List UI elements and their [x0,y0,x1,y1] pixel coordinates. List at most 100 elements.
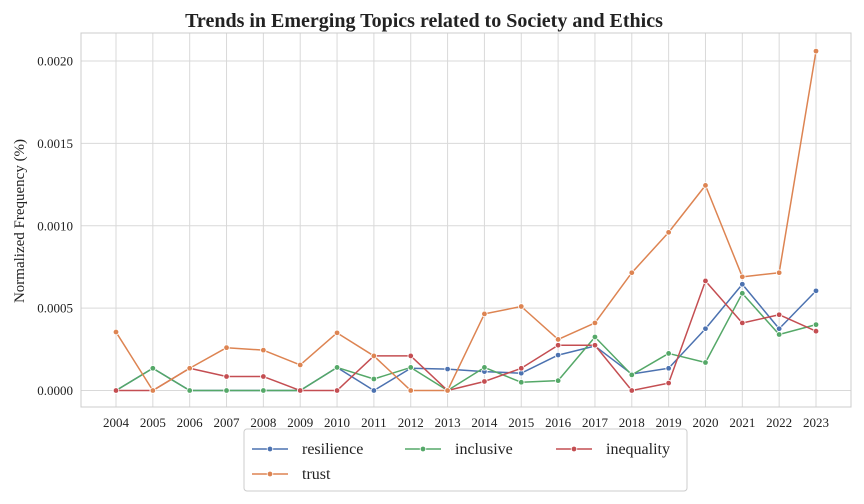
data-point-inclusive [739,290,746,297]
data-point-resilience [812,287,820,295]
data-point-inequality [333,387,341,394]
data-point-trust [739,273,746,281]
data-point-inclusive [370,375,378,383]
x-tick-label: 2009 [287,415,313,430]
data-point-trust [812,47,820,55]
data-point-inclusive [481,364,488,371]
data-point-inclusive [591,333,599,341]
x-tick-label: 2017 [582,415,609,430]
data-point-resilience [370,387,378,394]
data-point-inequality [739,319,746,327]
y-tick-label: 0.0015 [37,136,73,151]
x-tick-label: 2004 [103,415,130,430]
plot-frame [80,32,852,408]
legend-marker-resilience [266,445,274,453]
x-tick-label: 2014 [471,415,498,430]
x-tick-label: 2018 [619,415,645,430]
data-point-trust [444,387,451,394]
y-tick-label: 0.0005 [37,301,73,316]
legend-label-resilience: resilience [302,441,363,458]
x-tick-label: 2008 [250,415,276,430]
data-point-inclusive [628,371,635,379]
gridlines [81,33,851,407]
series-trust [112,47,820,394]
data-point-inclusive [260,387,267,394]
data-point-inequality [665,379,672,387]
data-point-inequality [702,277,709,285]
x-tick-label: 2019 [656,415,682,430]
data-point-resilience [554,351,562,359]
data-point-inclusive [554,377,562,384]
data-point-inclusive [333,364,341,371]
x-tick-label: 2013 [435,415,461,430]
data-point-trust [591,319,599,327]
data-point-inclusive [149,365,157,372]
data-point-inclusive [812,321,820,328]
x-tick-label: 2020 [692,415,718,430]
data-point-inequality [481,378,488,385]
chart-title: Trends in Emerging Topics related to Soc… [185,10,663,32]
data-point-inequality [812,328,820,335]
data-point-inequality [628,387,635,394]
data-point-inequality [775,311,783,318]
series-line-inclusive [115,292,817,392]
data-point-inequality [407,352,414,360]
x-tick-label: 2023 [803,415,829,430]
series-lines [112,47,820,394]
series-inclusive [112,290,820,394]
x-tick-label: 2016 [545,415,572,430]
x-tick-label: 2010 [324,415,350,430]
data-point-inequality [591,342,599,349]
data-point-trust [702,182,709,189]
legend-marker-inclusive [419,445,427,453]
y-axis-label: Normalized Frequency (%) [12,139,28,303]
data-point-trust [112,328,120,336]
data-point-inequality [518,365,525,372]
data-point-inclusive [407,364,414,371]
data-point-inclusive [518,379,525,386]
legend: resilience inclusive inequality trust [243,428,688,492]
data-point-inequality [554,342,562,349]
y-tick-label: 0.0010 [37,218,73,233]
y-tick-label: 0.0020 [37,54,73,69]
legend-label-inequality: inequality [606,441,670,458]
data-point-trust [370,352,378,360]
data-point-inequality [112,387,120,394]
x-tick-label: 2015 [508,415,534,430]
data-point-resilience [702,325,709,332]
legend-label-trust: trust [302,466,331,483]
legend-marker-inequality [570,445,578,453]
data-point-trust [775,269,783,276]
legend-marker-trust [266,470,274,478]
data-point-resilience [739,281,746,288]
data-point-inequality [223,373,230,380]
data-point-inclusive [186,387,193,394]
data-point-trust [407,387,414,394]
data-point-trust [628,269,635,276]
data-point-trust [518,303,525,310]
x-tick-label: 2005 [140,415,166,430]
y-tick-labels: 0.0000 0.0005 0.0010 0.0015 0.0020 [37,54,73,399]
data-point-inequality [260,373,267,380]
data-point-trust [149,387,157,394]
data-point-resilience [665,365,672,372]
x-tick-labels: 2004 2005 2006 2007 2008 2009 2010 2011 2012 2013… [103,415,829,430]
data-point-inclusive [223,387,230,394]
data-point-inclusive [665,350,672,357]
x-tick-label: 2012 [398,415,424,430]
y-tick-label: 0.0000 [37,383,73,398]
data-point-inclusive [775,331,783,338]
data-point-inequality [297,387,304,394]
legend-label-inclusive: inclusive [455,441,513,458]
data-point-resilience [444,365,451,373]
series-resilience [112,281,820,394]
series-inequality [112,277,820,394]
x-tick-label: 2021 [729,415,755,430]
data-point-trust [481,310,488,318]
data-point-trust [260,346,267,354]
x-tick-label: 2022 [766,415,792,430]
series-line-inequality [116,280,817,392]
data-point-resilience [775,325,783,332]
